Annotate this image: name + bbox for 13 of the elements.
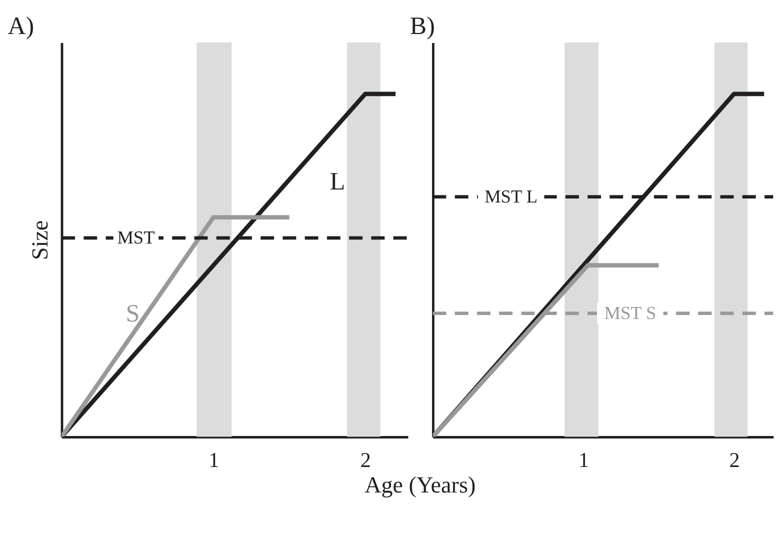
y-axis-title: Size [26,220,53,260]
ref-line-label: MST S [604,303,656,324]
x-axis-title: Age (Years) [364,472,476,498]
ref-line-label: MST [117,228,155,248]
chart-title: A) [8,12,34,40]
chart-title: B) [410,12,435,40]
annotation: S [126,300,140,328]
x-tick-label: 1 [578,448,590,472]
x-tick-label: 2 [729,448,740,472]
x-tick-label: 2 [360,448,371,472]
x-tick-label: 1 [208,448,220,472]
annotation: L [330,168,346,196]
ref-line-label: MST L [484,186,538,207]
